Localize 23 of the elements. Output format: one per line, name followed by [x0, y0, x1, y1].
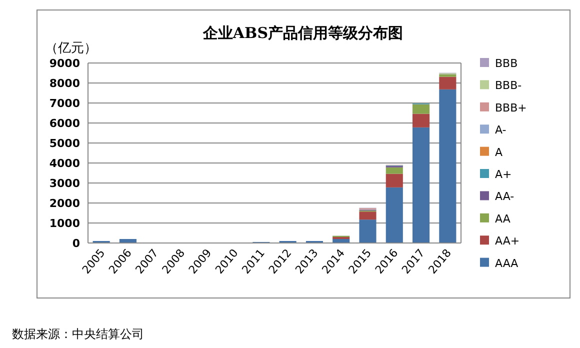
legend-label: A+ — [495, 168, 512, 181]
legend-label: BBB — [495, 57, 518, 70]
y-tick-label: 9000 — [49, 57, 80, 70]
legend-label: BBB+ — [495, 101, 527, 114]
y-tick-label: 6000 — [49, 117, 80, 130]
legend-label: BBB- — [495, 79, 522, 92]
legend-label: A — [495, 146, 503, 159]
y-axis-title: （亿元） — [45, 41, 97, 56]
y-tick-label: 1000 — [49, 217, 80, 230]
legend-label: AA — [495, 212, 511, 226]
legend-label: AA+ — [495, 234, 520, 248]
y-tick-label: 0 — [72, 237, 80, 250]
y-tick-label: 8000 — [49, 77, 80, 90]
y-tick-label: 5000 — [49, 137, 80, 150]
legend-label: A- — [495, 124, 506, 137]
y-tick-label: 3000 — [49, 177, 80, 190]
legend-label: AA- — [495, 190, 514, 204]
y-tick-label: 2000 — [49, 197, 80, 210]
y-tick-label: 7000 — [49, 97, 80, 110]
source-note: 数据来源：中央结算公司 — [12, 327, 144, 341]
y-tick-label: 4000 — [49, 157, 80, 170]
chart-title: 企业ABS产品信用等级分布图 — [202, 24, 404, 42]
legend-label: AAA — [495, 256, 519, 270]
